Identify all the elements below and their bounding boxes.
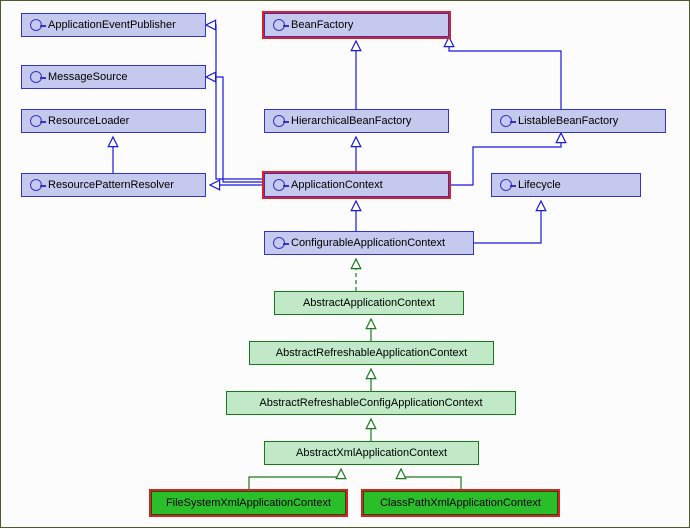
diagram-canvas: ApplicationEventPublisher BeanFactory Mess…: [0, 0, 690, 528]
node-cfg-app-ctx: ConfigurableApplicationContext: [264, 231, 474, 255]
node-app-ctx: ApplicationContext: [264, 173, 449, 197]
node-lifecycle: Lifecycle: [491, 173, 641, 197]
node-label: FileSystemXmlApplicationContext: [166, 497, 331, 509]
node-abs-xml-ctx: AbstractXmlApplicationContext: [264, 441, 479, 465]
node-label: BeanFactory: [291, 19, 353, 31]
node-label: ResourceLoader: [48, 115, 129, 127]
node-label: AbstractApplicationContext: [303, 297, 435, 309]
node-hier-bf: HierarchicalBeanFactory: [264, 109, 449, 133]
node-list-bf: ListableBeanFactory: [491, 109, 666, 133]
edge-app-ctx-to-app-event-pub: [206, 25, 264, 179]
node-abs-ref-cfg: AbstractRefreshableConfigApplicationCont…: [226, 391, 516, 415]
node-label: ResourcePatternResolver: [48, 179, 174, 191]
node-fs-xml-ctx: FileSystemXmlApplicationContext: [151, 491, 346, 515]
node-label: AbstractXmlApplicationContext: [296, 447, 447, 459]
edge-list-bf-to-bean-factory: [449, 37, 561, 109]
edge-fs-xml-ctx-to-abs-xml-ctx: [249, 469, 341, 491]
node-app-event-pub: ApplicationEventPublisher: [21, 13, 206, 37]
edge-cfg-app-ctx-to-lifecycle: [474, 201, 541, 243]
node-label: AbstractRefreshableConfigApplicationCont…: [259, 397, 482, 409]
node-label: HierarchicalBeanFactory: [291, 115, 411, 127]
edge-cp-xml-ctx-to-abs-xml-ctx: [401, 469, 461, 491]
node-res-loader: ResourceLoader: [21, 109, 206, 133]
node-label: Lifecycle: [518, 179, 561, 191]
node-abs-app-ctx: AbstractApplicationContext: [274, 291, 464, 315]
node-msg-source: MessageSource: [21, 65, 206, 89]
node-label: ApplicationContext: [291, 179, 383, 191]
edge-app-ctx-to-msg-source: [206, 77, 264, 182]
node-label: MessageSource: [48, 71, 128, 83]
node-label: AbstractRefreshableApplicationContext: [276, 347, 467, 359]
node-cp-xml-ctx: ClassPathXmlApplicationContext: [363, 491, 558, 515]
node-bean-factory: BeanFactory: [264, 13, 449, 37]
node-label: ListableBeanFactory: [518, 115, 618, 127]
node-label: ConfigurableApplicationContext: [291, 237, 445, 249]
node-label: ClassPathXmlApplicationContext: [380, 497, 541, 509]
node-abs-ref-ctx: AbstractRefreshableApplicationContext: [249, 341, 494, 365]
node-label: ApplicationEventPublisher: [48, 19, 176, 31]
node-res-pat-res: ResourcePatternResolver: [21, 173, 206, 197]
